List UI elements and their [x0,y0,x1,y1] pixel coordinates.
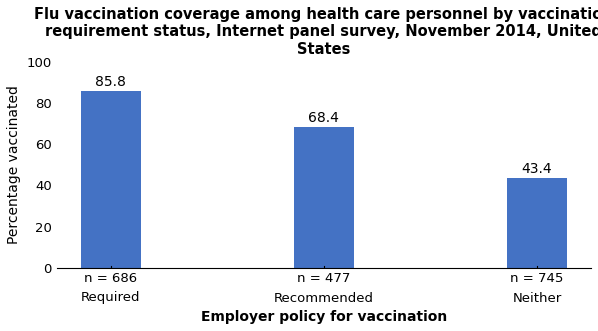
Bar [294,127,353,268]
X-axis label: Employer policy for vaccination: Employer policy for vaccination [201,310,447,324]
Title: Flu vaccination coverage among health care personnel by vaccination
requirement : Flu vaccination coverage among health ca… [35,7,598,57]
Text: 68.4: 68.4 [309,111,339,125]
Bar [81,91,141,268]
Text: 43.4: 43.4 [521,163,552,176]
Y-axis label: Percentage vaccinated: Percentage vaccinated [7,85,21,244]
Bar [507,178,567,268]
Text: 85.8: 85.8 [95,75,126,89]
